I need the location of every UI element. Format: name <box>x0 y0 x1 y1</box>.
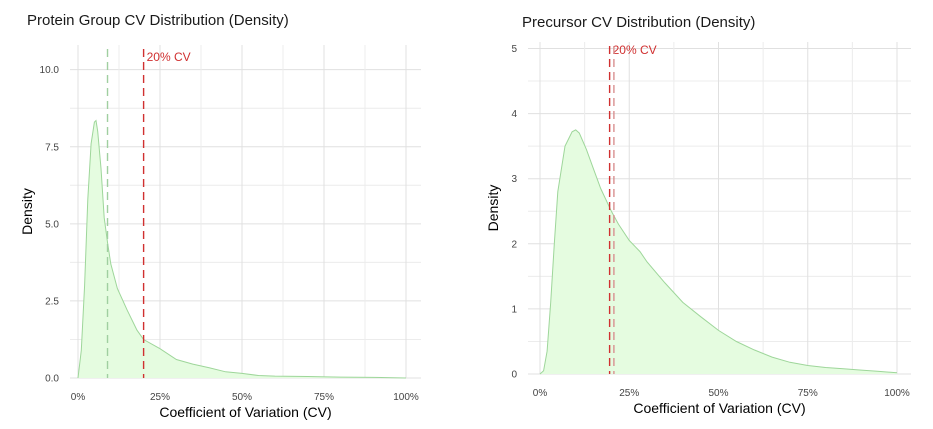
x-tick-label: 100% <box>393 392 419 403</box>
density-area <box>78 120 406 378</box>
x-tick-label: 100% <box>884 388 910 399</box>
protein-group-cv-panel: Protein Group CV Distribution (Density) … <box>0 0 466 429</box>
y-tick-label: 3 <box>511 174 517 185</box>
y-tick-label: 10.0 <box>40 65 60 76</box>
cv-threshold-label: 20% CV <box>147 50 191 64</box>
y-tick-label: 2.5 <box>45 296 59 307</box>
density-area <box>540 129 897 374</box>
y-axis-title: Density <box>485 185 501 232</box>
y-tick-label: 0.0 <box>45 374 59 385</box>
x-axis-title: Coefficient of Variation (CV) <box>159 404 331 420</box>
x-tick-label: 75% <box>314 392 334 403</box>
x-tick-label: 75% <box>798 388 818 399</box>
y-tick-label: 5.0 <box>45 219 59 230</box>
cv-threshold-label: 20% CV <box>613 43 657 57</box>
y-tick-label: 5 <box>511 44 517 55</box>
chart-title: Protein Group CV Distribution (Density) <box>27 12 289 29</box>
x-tick-label: 0% <box>533 388 548 399</box>
y-tick-label: 2 <box>511 239 517 250</box>
x-tick-label: 0% <box>71 392 86 403</box>
x-tick-label: 50% <box>708 388 728 399</box>
y-tick-label: 7.5 <box>45 142 59 153</box>
density-curve <box>77 119 407 379</box>
protein-group-density-plot: 20% CV 0.0 2.5 5.0 7.5 10.0 0% 25% 50% 75% 100% Coe… <box>19 45 421 420</box>
y-tick-label: 4 <box>511 109 517 120</box>
chart-title: Precursor CV Distribution (Density) <box>522 14 756 31</box>
x-tick-label: 50% <box>232 392 252 403</box>
x-axis-title: Coefficient of Variation (CV) <box>633 400 805 416</box>
x-tick-label: 25% <box>619 388 639 399</box>
density-curve <box>539 129 898 375</box>
y-tick-label: 0 <box>511 370 517 381</box>
precursor-cv-panel: Precursor CV Distribution (Density) 20% … <box>466 0 933 429</box>
y-tick-label: 1 <box>511 304 517 315</box>
y-axis-title: Density <box>19 188 35 235</box>
x-tick-label: 25% <box>150 392 170 403</box>
